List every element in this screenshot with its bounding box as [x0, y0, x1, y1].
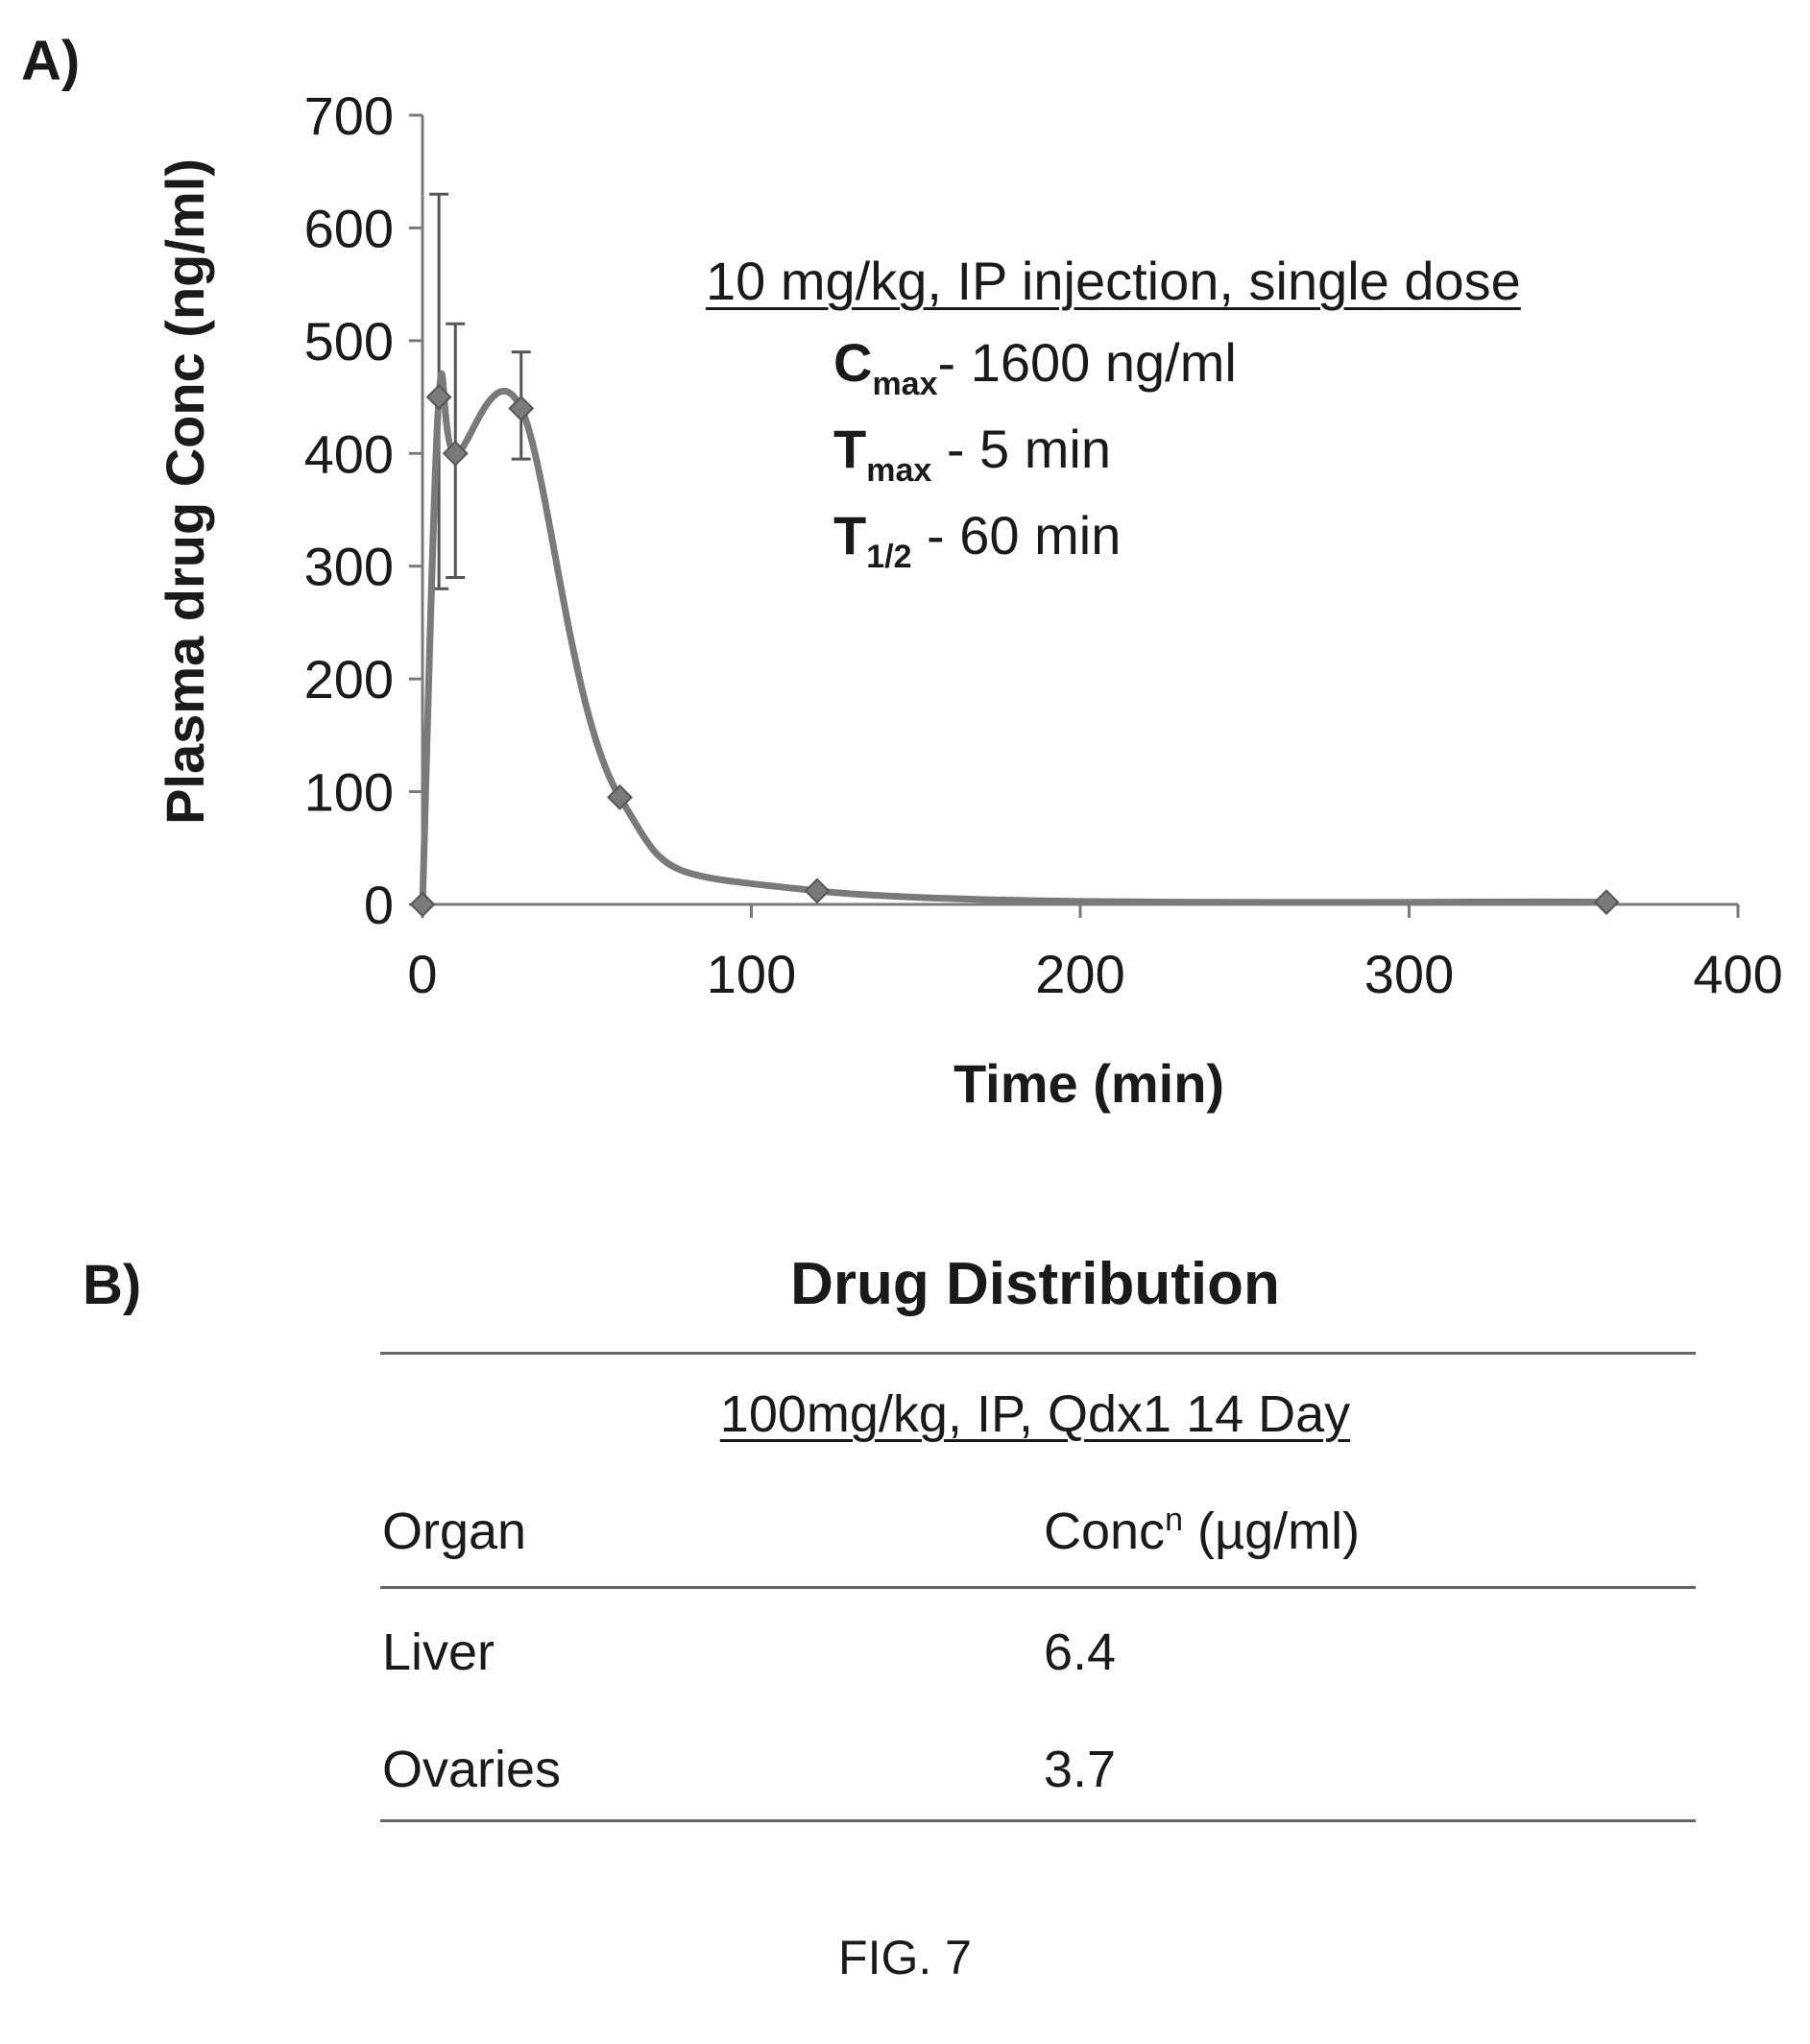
y-tick-label: 600 [304, 198, 394, 258]
y-tick-labels: 0 100 200 300 400 500 600 700 [304, 85, 394, 935]
thalf-subscript: 1/2 [866, 539, 912, 575]
tmax-line: Tmax - 5 min [833, 418, 1111, 490]
x-tick-label: 100 [707, 944, 796, 1004]
y-tick-label: 200 [304, 649, 394, 709]
annotation-title: 10 mg/kg, IP injection, single dose [706, 251, 1521, 311]
data-point [804, 878, 831, 904]
table-subtitle-text: 100mg/kg, IP, Qdx1 14 Day [719, 1385, 1351, 1443]
table-bottom-rule [380, 1819, 1696, 1822]
panel-b-label: B) [83, 1254, 142, 1316]
x-tick-label: 300 [1364, 944, 1454, 1004]
thalf-value: - 60 min [911, 505, 1122, 565]
cmax-value: - 1600 ng/ml [937, 332, 1237, 393]
conc-header-superscript: n [1165, 1502, 1183, 1538]
y-tick-label: 0 [364, 875, 394, 935]
x-tick-label: 0 [407, 944, 437, 1004]
data-point [1593, 889, 1620, 916]
cmax-symbol: C [833, 332, 873, 393]
y-axis-label: Plasma drug Conc (ng/ml) [155, 158, 215, 825]
table-title: Drug Distribution [790, 1251, 1280, 1317]
y-tick-label: 400 [304, 423, 394, 484]
panel-a-label: A) [21, 30, 81, 92]
table-subtitle: 100mg/kg, IP, Qdx1 14 Day [377, 1384, 1693, 1444]
x-axis-label: Time (min) [953, 1053, 1224, 1114]
tmax-value: - 5 min [931, 419, 1111, 479]
x-tick-label: 200 [1035, 944, 1124, 1004]
conc-header-unit: (µg/ml) [1182, 1503, 1361, 1560]
data-point [607, 784, 633, 810]
table-top-rule [380, 1352, 1696, 1355]
tmax-subscript: max [866, 452, 932, 489]
tmax-symbol: T [833, 419, 867, 479]
data-point [409, 891, 436, 918]
cmax-subscript: max [872, 366, 938, 402]
data-points [409, 384, 1620, 918]
header-rule [380, 1586, 1696, 1589]
thalf-symbol: T [833, 505, 867, 565]
thalf-line: T1/2 - 60 min [833, 504, 1121, 576]
table-row-liver-organ: Liver [382, 1623, 495, 1681]
table-row-ovaries-organ: Ovaries [382, 1741, 562, 1798]
data-point [425, 384, 452, 410]
pk-line-chart: 0 100 200 300 400 500 600 700 0 100 200 300 400 Tim… [155, 85, 1783, 1114]
y-tick-label: 300 [304, 537, 394, 597]
y-tick-label: 100 [304, 762, 394, 823]
figure-label: FIG. 7 [838, 1931, 972, 1984]
x-tick-label: 400 [1693, 944, 1782, 1004]
column-header-organ: Organ [382, 1503, 527, 1560]
cmax-line: Cmax- 1600 ng/ml [833, 331, 1237, 403]
y-tick-label: 500 [304, 311, 394, 372]
x-tick-labels: 0 100 200 300 400 [407, 944, 1782, 1004]
data-point [508, 395, 535, 421]
column-header-conc: Concn (µg/ml) [1044, 1502, 1360, 1561]
table-row-ovaries-conc: 3.7 [1044, 1741, 1117, 1798]
y-tick-label: 700 [304, 85, 394, 146]
table-row-liver-conc: 6.4 [1044, 1623, 1117, 1681]
data-point [442, 440, 469, 467]
concentration-curve [419, 370, 1607, 906]
conc-header-main: Conc [1044, 1503, 1166, 1560]
